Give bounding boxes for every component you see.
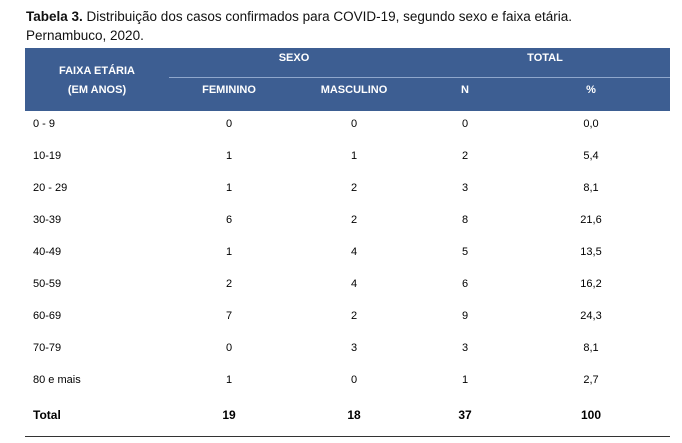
feminino-cell: 0 — [225, 118, 233, 130]
pct-cell: 21,6 — [580, 214, 602, 226]
header-feminino: FEMININO — [202, 84, 256, 96]
pct-cell: 13,5 — [580, 246, 602, 258]
table-row: 10-19 1 1 2 5,4 — [25, 143, 670, 175]
n-cell: 3 — [461, 342, 469, 354]
n-cell: 0 — [461, 118, 469, 130]
table-caption: Tabela 3. Distribuição dos casos confirm… — [26, 7, 666, 45]
header-masculino: MASCULINO — [320, 84, 388, 96]
n-cell: 9 — [461, 310, 469, 322]
caption-label: Tabela 3. — [26, 9, 83, 24]
total-label: Total — [33, 408, 61, 422]
pct-cell: 5,4 — [583, 150, 599, 162]
table-row: 20 - 29 1 2 3 8,1 — [25, 175, 670, 207]
feminino-cell: 6 — [225, 214, 233, 226]
n-cell: 3 — [461, 182, 469, 194]
pct-cell: 16,2 — [580, 278, 602, 290]
feminino-cell: 7 — [225, 310, 233, 322]
age-cell: 50-59 — [33, 278, 62, 290]
feminino-cell: 1 — [225, 246, 233, 258]
masculino-cell: 4 — [350, 246, 358, 258]
total-masculino: 18 — [347, 408, 361, 422]
masculino-cell: 2 — [350, 214, 358, 226]
header-age-line1: FAIXA ETÁRIA — [59, 65, 135, 77]
feminino-cell: 2 — [225, 278, 233, 290]
table-bottom-rule — [25, 436, 670, 437]
header-sexo: SEXO — [278, 52, 310, 64]
pct-cell: 0,0 — [583, 118, 599, 130]
table-row: 0 - 9 0 0 0 0,0 — [25, 111, 670, 143]
masculino-cell: 2 — [350, 182, 358, 194]
caption-line2: Pernambuco, 2020. — [26, 28, 144, 43]
feminino-cell: 1 — [225, 374, 233, 386]
feminino-cell: 1 — [225, 182, 233, 194]
feminino-cell: 0 — [225, 342, 233, 354]
header-age-line2: (EM ANOS) — [67, 84, 127, 96]
table-row: 30-39 6 2 8 21,6 — [25, 207, 670, 239]
age-cell: 70-79 — [33, 342, 62, 354]
table-row: 70-79 0 3 3 8,1 — [25, 335, 670, 367]
caption-text: Distribuição dos casos confirmados para … — [82, 9, 573, 24]
age-cell: 10-19 — [33, 150, 62, 162]
header-total: TOTAL — [527, 52, 563, 64]
pct-cell: 8,1 — [583, 182, 599, 194]
table-row: 40-49 1 4 5 13,5 — [25, 239, 670, 271]
n-cell: 5 — [461, 246, 469, 258]
header-divider — [169, 77, 670, 78]
age-cell: 80 e mais — [33, 374, 81, 386]
header-pct: % — [586, 84, 596, 96]
age-cell: 20 - 29 — [33, 182, 68, 194]
table-header: FAIXA ETÁRIA (EM ANOS) SEXO TOTAL FEMINI… — [25, 48, 670, 111]
masculino-cell: 4 — [350, 278, 358, 290]
n-cell: 6 — [461, 278, 469, 290]
n-cell: 2 — [461, 150, 469, 162]
age-cell: 60-69 — [33, 310, 62, 322]
masculino-cell: 0 — [350, 118, 358, 130]
header-n: N — [461, 84, 469, 96]
pct-cell: 24,3 — [580, 310, 602, 322]
pct-cell: 8,1 — [583, 342, 599, 354]
total-n: 37 — [458, 408, 472, 422]
masculino-cell: 2 — [350, 310, 358, 322]
feminino-cell: 1 — [225, 150, 233, 162]
total-row: Total 19 18 37 100 — [25, 399, 670, 431]
table-row: 50-59 2 4 6 16,2 — [25, 271, 670, 303]
n-cell: 1 — [461, 374, 469, 386]
total-feminino: 19 — [222, 408, 236, 422]
table-row: 80 e mais 1 0 1 2,7 — [25, 367, 670, 399]
n-cell: 8 — [461, 214, 469, 226]
table-row: 60-69 7 2 9 24,3 — [25, 303, 670, 335]
age-cell: 40-49 — [33, 246, 62, 258]
pct-cell: 2,7 — [583, 374, 599, 386]
total-pct: 100 — [580, 408, 602, 422]
masculino-cell: 0 — [350, 374, 358, 386]
age-cell: 30-39 — [33, 214, 62, 226]
age-cell: 0 - 9 — [33, 118, 56, 130]
masculino-cell: 3 — [350, 342, 358, 354]
masculino-cell: 1 — [350, 150, 358, 162]
